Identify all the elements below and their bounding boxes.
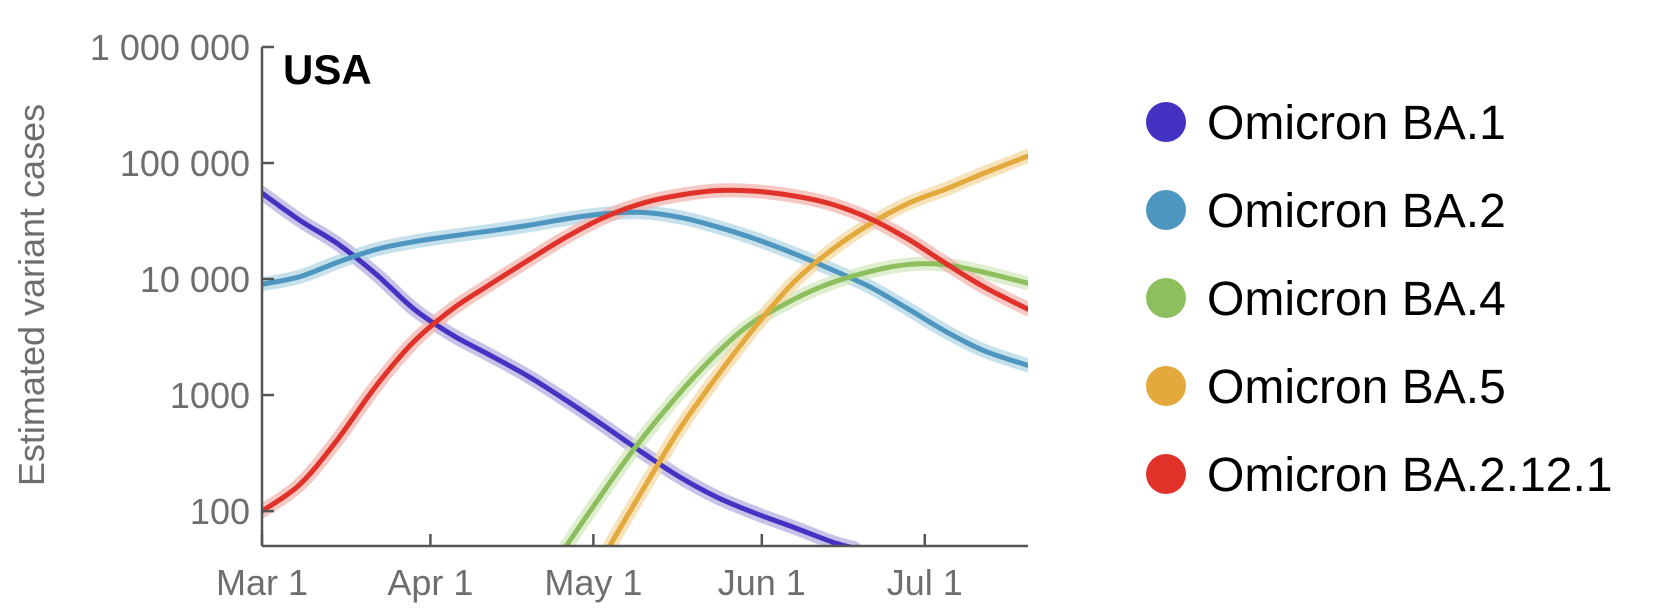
legend-label: Omicron BA.2 xyxy=(1207,185,1506,238)
band-omicron-ba-2-12-1 xyxy=(262,183,1028,519)
legend: Omicron BA.1 Omicron BA.2 Omicron BA.4 Omic… xyxy=(1146,97,1613,502)
panel-title: USA xyxy=(283,46,372,93)
y-tick-label: 10 000 xyxy=(140,259,250,300)
y-tick-label: 100 000 xyxy=(120,143,250,184)
line-omicron-ba-5 xyxy=(607,153,1028,546)
line-omicron-ba-1 xyxy=(262,190,856,546)
x-tick-label: May 1 xyxy=(544,562,642,603)
line-omicron-ba-2-12-1 xyxy=(262,187,1028,514)
legend-item: Omicron BA.5 xyxy=(1146,361,1506,414)
series-lines xyxy=(262,153,1028,546)
legend-swatch xyxy=(1146,366,1186,406)
y-tick-label: 1000 xyxy=(170,375,250,416)
x-tick-label: Apr 1 xyxy=(387,562,473,603)
legend-item: Omicron BA.4 xyxy=(1146,273,1506,326)
y-tick-label: 100 xyxy=(190,491,250,532)
axes: 100 1000 10 000 100 000 1 000 000 Mar 1 Apr 1 M… xyxy=(90,27,1028,603)
legend-label: Omicron BA.2.12.1 xyxy=(1207,449,1613,502)
x-tick-label: Mar 1 xyxy=(216,562,308,603)
legend-item: Omicron BA.2.12.1 xyxy=(1146,449,1613,502)
legend-label: Omicron BA.5 xyxy=(1207,361,1506,414)
legend-label: Omicron BA.1 xyxy=(1207,97,1506,150)
legend-swatch xyxy=(1146,454,1186,494)
y-tick-label: 1 000 000 xyxy=(90,27,250,68)
legend-label: Omicron BA.4 xyxy=(1207,273,1506,326)
x-tick-label: Jun 1 xyxy=(718,562,806,603)
y-axis-title: Estimated variant cases xyxy=(11,104,52,486)
line-omicron-ba-2 xyxy=(262,209,1028,368)
legend-swatch xyxy=(1146,190,1186,230)
legend-item: Omicron BA.2 xyxy=(1146,185,1506,238)
legend-swatch xyxy=(1146,102,1186,142)
line-omicron-ba-4 xyxy=(563,261,1028,546)
legend-swatch xyxy=(1146,278,1186,318)
legend-item: Omicron BA.1 xyxy=(1146,97,1506,150)
x-tick-label: Jul 1 xyxy=(887,562,963,603)
